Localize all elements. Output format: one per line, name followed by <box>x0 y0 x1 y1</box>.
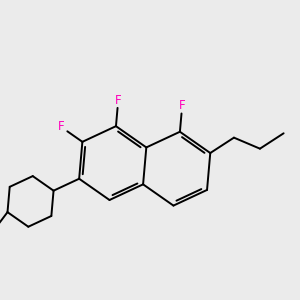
Text: F: F <box>115 94 122 106</box>
Text: F: F <box>58 120 64 133</box>
Text: F: F <box>179 99 185 112</box>
